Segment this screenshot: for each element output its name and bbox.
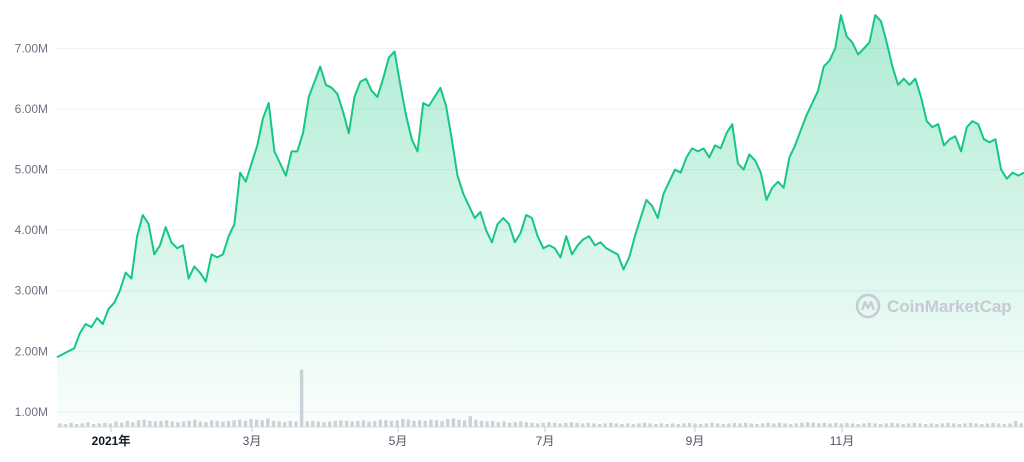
price-area-fill — [57, 15, 1024, 427]
y-tick-label: 3.00M — [15, 284, 48, 298]
y-tick-label: 4.00M — [15, 223, 48, 237]
x-tick-label: 9月 — [686, 434, 705, 448]
price-line — [56, 14, 1024, 359]
coinmarketcap-logo-icon — [855, 293, 881, 319]
x-tick-label: 3月 — [243, 434, 262, 448]
watermark-text: CoinMarketCap — [887, 297, 1012, 316]
y-tick-label: 5.00M — [15, 163, 48, 177]
watermark: CoinMarketCap — [855, 293, 1012, 319]
x-axis-ticks: 2021年 3月 5月 7月 9月 11月 — [92, 427, 854, 448]
x-tick-label: 2021年 — [92, 433, 131, 448]
y-tick-label: 6.00M — [15, 102, 48, 116]
x-tick-label: 5月 — [389, 434, 408, 448]
x-tick-label: 11月 — [830, 434, 854, 448]
y-tick-label: 1.00M — [15, 405, 48, 419]
y-axis-ticks: 1.00M 2.00M 3.00M 4.00M 5.00M 6.00M 7.00M — [15, 41, 48, 418]
x-tick-label: 7月 — [536, 434, 555, 448]
y-tick-label: 7.00M — [15, 41, 48, 55]
y-tick-label: 2.00M — [15, 344, 48, 358]
